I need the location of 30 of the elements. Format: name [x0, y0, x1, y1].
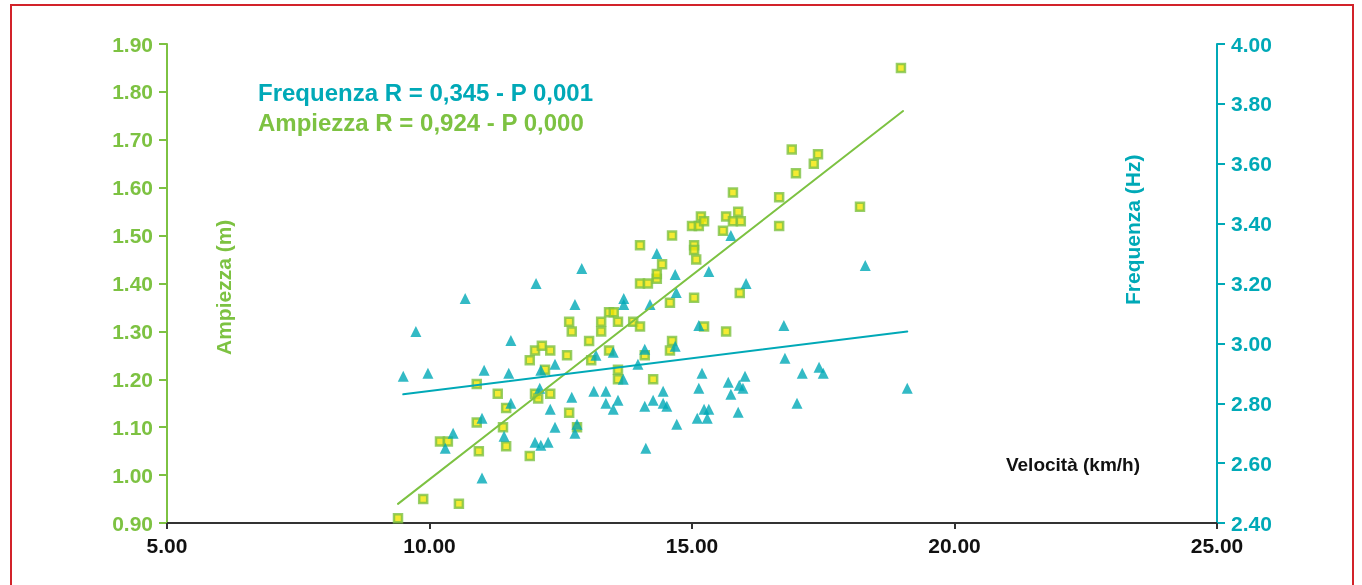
y2-tick-label: 2.80 [1231, 391, 1272, 415]
y-tick-label: 1.90 [112, 32, 153, 56]
y-tick-label: 1.40 [112, 272, 153, 295]
annotation: Ampiezza R = 0,924 - P 0,000 [258, 108, 584, 136]
x-tick-label: 10.00 [403, 534, 456, 557]
x-tick-label: 15.00 [665, 534, 719, 557]
y2-tick-label: 3.00 [1231, 331, 1272, 355]
y2-axis-title: Frequenza (Hz) [1121, 154, 1144, 305]
y2-tick-label: 3.20 [1231, 272, 1272, 295]
y2-tick-label: 2.60 [1231, 451, 1272, 475]
y-tick-label: 1.80 [112, 80, 153, 104]
y2-tick-label: 3.60 [1231, 152, 1272, 176]
y-tick-label: 1.60 [112, 176, 153, 200]
y-tick-label: 1.50 [112, 224, 153, 248]
x-tick-label: 5.00 [146, 534, 188, 557]
y-axis-title: Ampiezza (m) [212, 219, 235, 355]
x-tick-label: 25.00 [1190, 534, 1244, 557]
y-tick-label: 1.20 [112, 367, 153, 391]
y-tick-label: 1.00 [112, 463, 153, 487]
y-tick-label: 0.90 [112, 511, 153, 535]
y2-tick-label: 2.40 [1231, 511, 1272, 535]
y-tick-label: 1.10 [112, 415, 153, 439]
x-tick-label: 20.00 [928, 534, 981, 557]
y2-tick-label: 3.40 [1231, 212, 1272, 236]
y-tick-label: 1.30 [112, 319, 153, 343]
x-axis-title: Velocità (km/h) [1005, 454, 1141, 475]
y-tick-label: 1.70 [112, 128, 153, 152]
annotation: Frequenza R = 0,345 - P 0,001 [258, 78, 594, 106]
y2-tick-label: 3.80 [1231, 92, 1272, 116]
y2-tick-label: 4.00 [1231, 32, 1272, 56]
